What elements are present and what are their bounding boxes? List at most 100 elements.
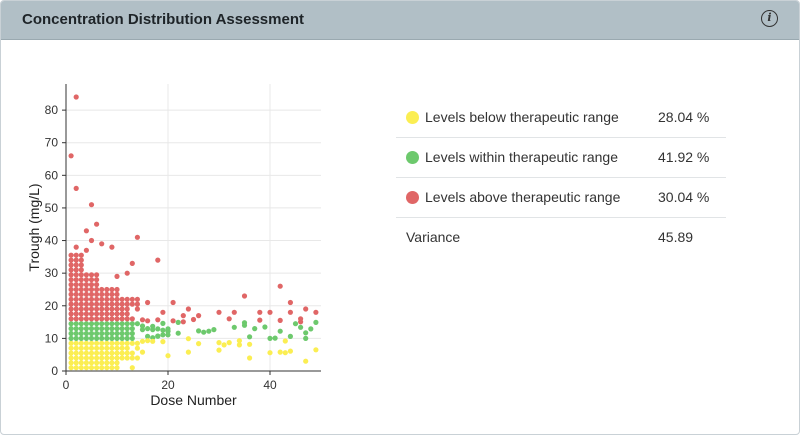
data-point — [134, 301, 140, 307]
data-point — [88, 316, 95, 322]
data-point — [94, 296, 100, 302]
data-point — [160, 320, 166, 326]
data-point — [88, 326, 95, 332]
data-point — [211, 327, 217, 333]
data-point — [73, 94, 79, 100]
data-point — [104, 345, 110, 351]
data-point — [78, 291, 84, 297]
data-point — [109, 340, 115, 346]
data-point — [114, 345, 120, 351]
data-point — [78, 252, 84, 258]
data-point — [282, 338, 288, 344]
legend-row-variance: Variance 45.89 — [396, 218, 726, 257]
data-point — [68, 355, 74, 361]
data-point — [134, 321, 140, 327]
data-point — [247, 334, 253, 340]
data-point — [196, 341, 202, 347]
data-point — [313, 319, 319, 325]
data-point — [83, 296, 89, 302]
data-point — [129, 296, 135, 302]
data-point — [119, 326, 125, 332]
data-point — [78, 262, 84, 268]
data-point — [247, 355, 253, 361]
data-point — [88, 340, 95, 346]
data-point — [287, 299, 293, 306]
data-point — [109, 321, 115, 327]
data-point — [114, 306, 120, 312]
data-point — [99, 350, 105, 356]
data-point — [139, 338, 146, 344]
data-point — [104, 286, 110, 293]
data-point — [73, 321, 79, 327]
data-point — [73, 311, 79, 317]
data-point — [267, 335, 273, 341]
data-point — [83, 326, 89, 332]
data-point — [252, 326, 258, 332]
data-point — [83, 350, 89, 356]
data-point — [83, 365, 89, 371]
data-point — [262, 324, 268, 330]
data-point — [129, 355, 135, 361]
data-point — [145, 299, 151, 306]
data-point — [104, 360, 110, 366]
data-point — [114, 340, 120, 346]
data-point — [303, 306, 309, 312]
data-point — [155, 326, 161, 332]
data-point — [83, 301, 89, 307]
data-point — [282, 350, 288, 356]
data-point — [236, 338, 242, 344]
data-point — [78, 355, 84, 361]
data-point — [114, 296, 120, 302]
data-point — [83, 282, 89, 288]
data-point — [134, 296, 140, 302]
data-point — [145, 326, 151, 332]
data-point — [185, 349, 191, 355]
data-point — [257, 309, 263, 315]
y-tick-label: 80 — [45, 103, 59, 117]
data-point — [78, 301, 84, 307]
data-point — [99, 340, 105, 346]
data-point — [134, 306, 140, 312]
data-point — [175, 319, 181, 325]
data-point — [119, 321, 125, 327]
legend-label-within: Levels within therapeutic range — [425, 149, 619, 165]
data-point — [124, 350, 130, 356]
data-point — [114, 360, 120, 366]
data-point — [241, 293, 248, 299]
data-point — [287, 309, 293, 315]
variance-value: 45.89 — [658, 229, 694, 245]
data-point — [109, 306, 115, 312]
data-point — [109, 296, 115, 302]
data-point — [99, 330, 105, 337]
data-point — [104, 355, 110, 361]
data-point — [99, 355, 105, 361]
data-point — [78, 321, 84, 327]
data-point — [170, 299, 176, 306]
data-point — [99, 360, 105, 366]
panel-title: Concentration Distribution Assessment — [22, 11, 304, 28]
data-point — [68, 316, 74, 322]
data-point — [104, 326, 110, 332]
data-point — [83, 286, 89, 293]
data-point — [277, 317, 283, 323]
data-point — [94, 365, 100, 371]
data-point — [196, 313, 202, 319]
data-point — [68, 296, 74, 302]
data-point — [88, 330, 95, 337]
data-point — [83, 330, 89, 337]
data-point — [129, 335, 135, 341]
data-point — [104, 301, 110, 307]
data-point — [206, 328, 212, 334]
data-point — [78, 350, 84, 356]
data-point — [109, 316, 115, 322]
data-point — [165, 326, 171, 332]
data-point — [73, 296, 79, 302]
data-point — [114, 335, 120, 341]
data-point — [73, 185, 79, 191]
data-point — [119, 350, 125, 356]
data-point — [88, 202, 95, 208]
info-icon[interactable]: i — [761, 10, 778, 27]
data-point — [160, 332, 166, 338]
data-point — [216, 340, 222, 346]
data-point — [298, 324, 304, 330]
